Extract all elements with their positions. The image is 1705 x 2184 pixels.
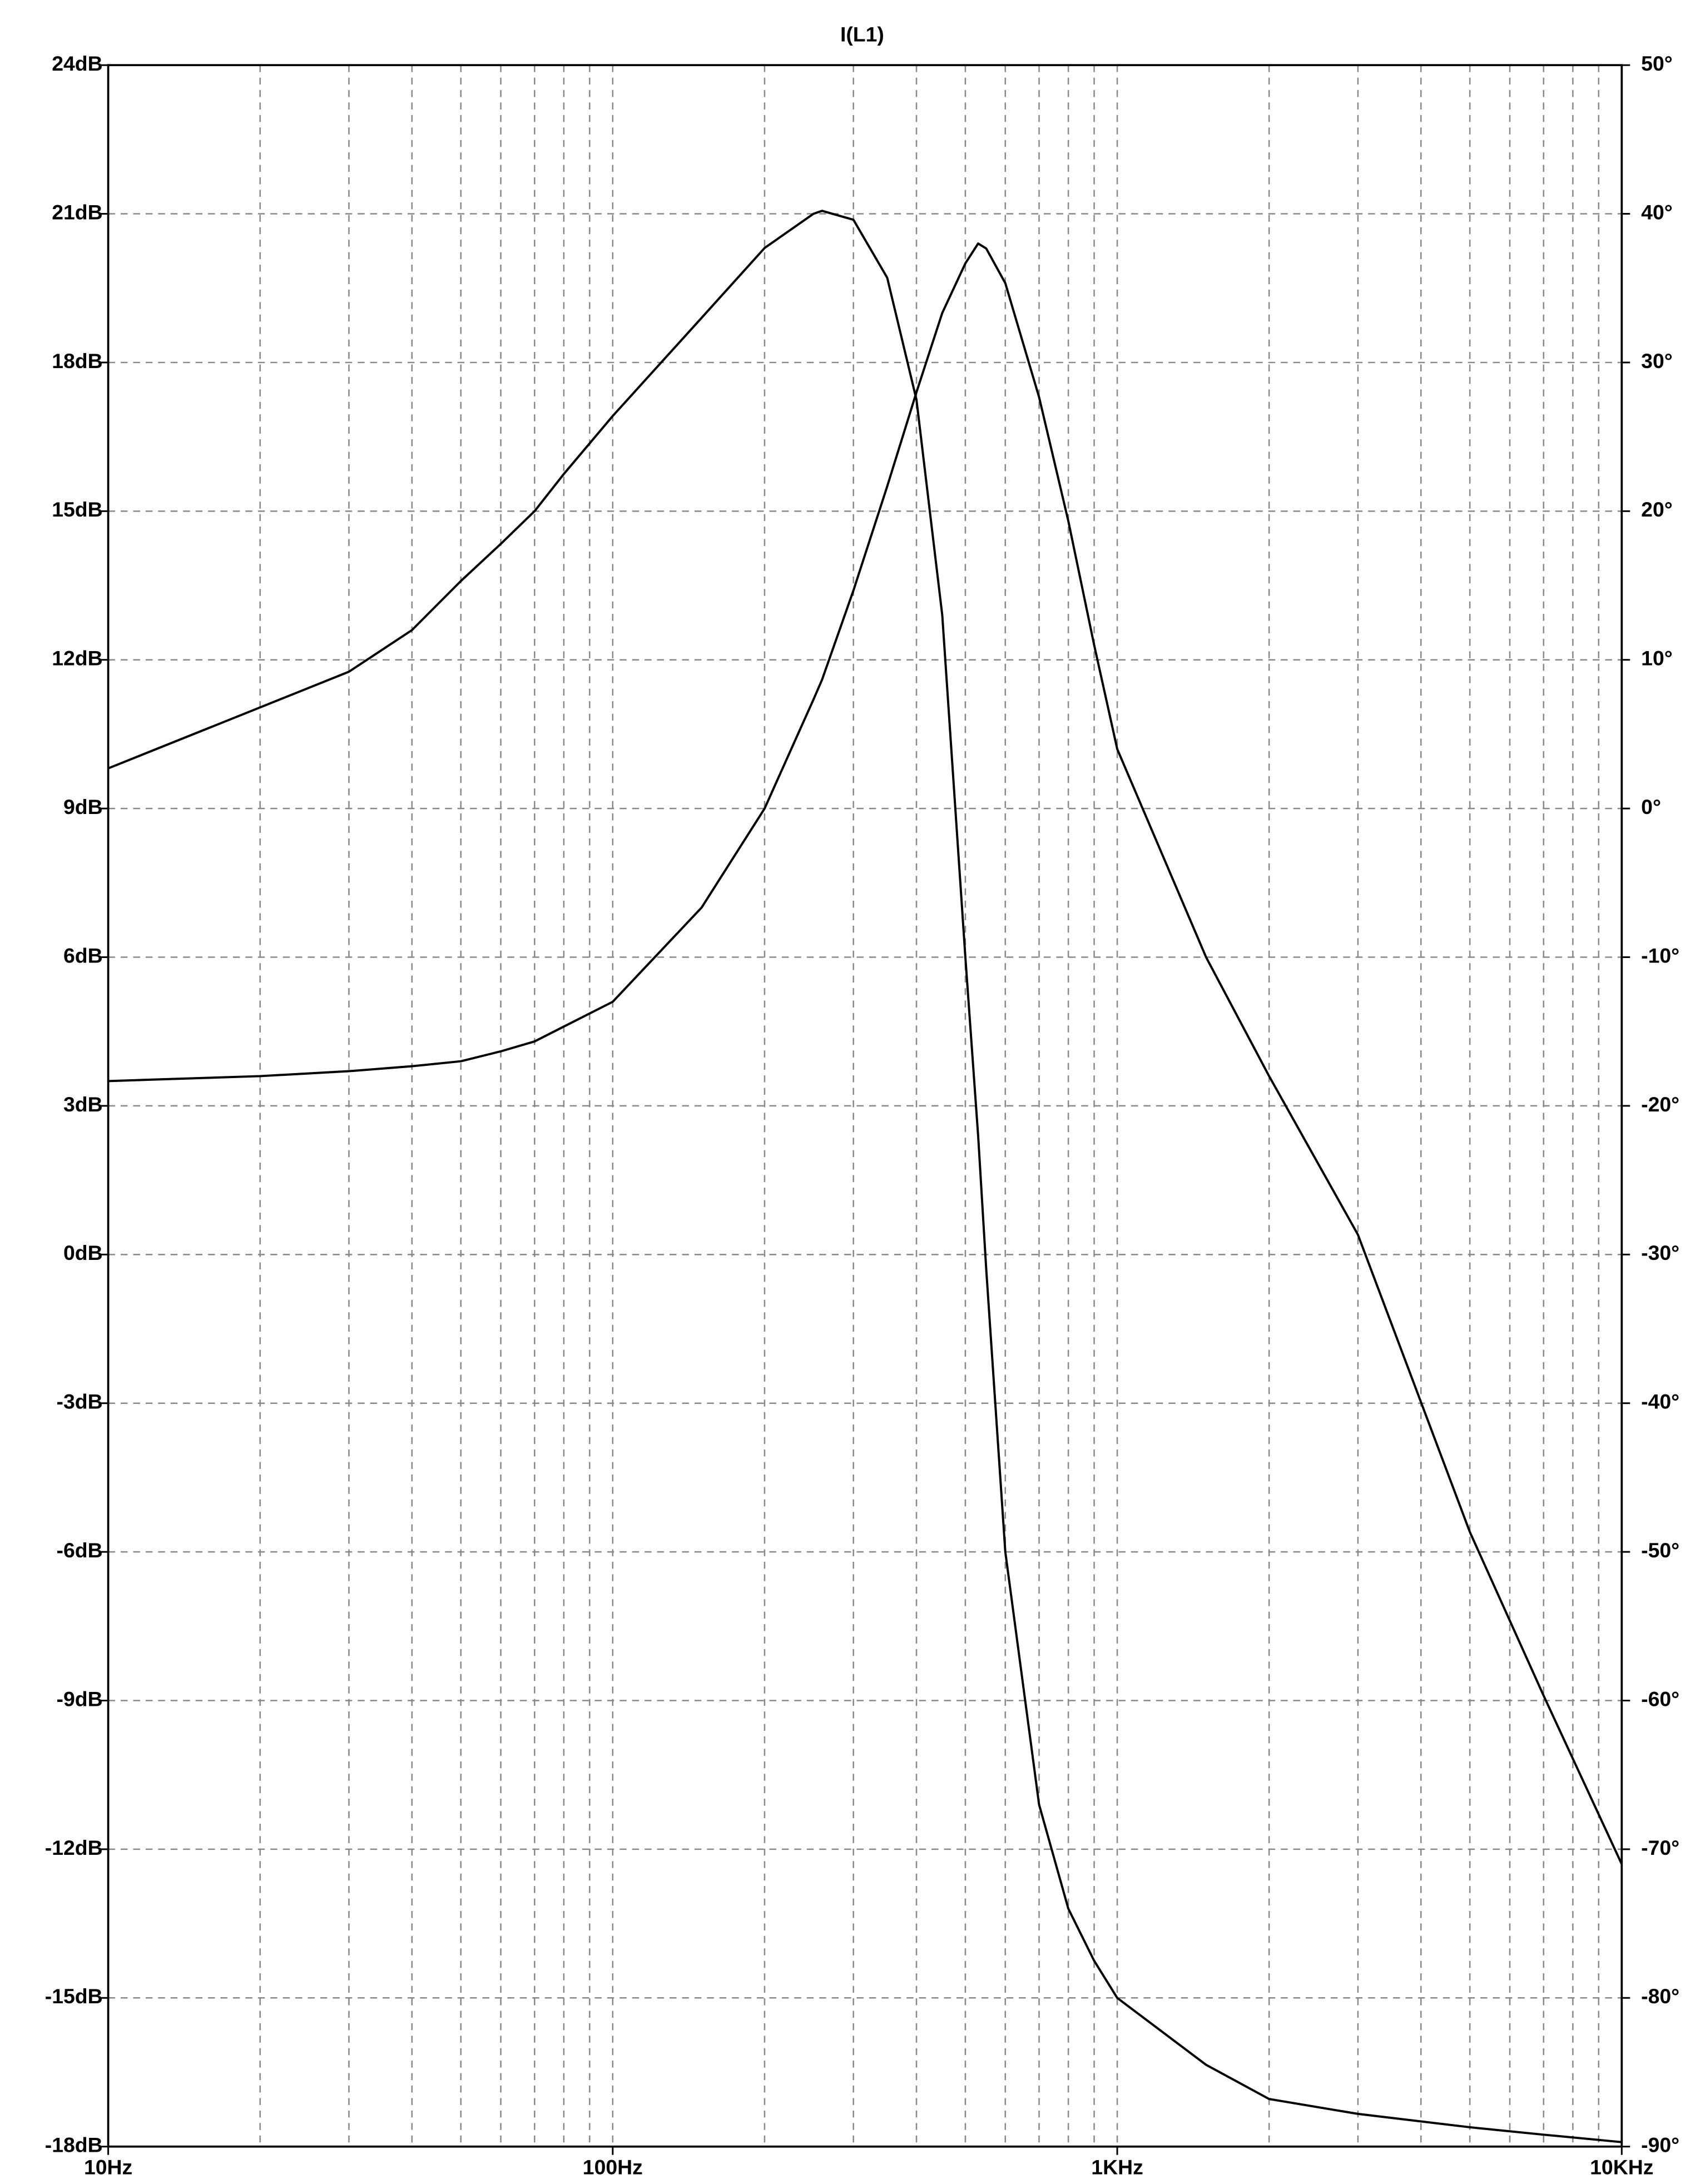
y-tick-label: 0dB [63,1241,103,1264]
x-tick-label: 100Hz [583,2155,643,2178]
grid [107,64,1623,2147]
y-tick-label: -12dB [45,1836,103,1859]
y-tick-label: 24dB [52,52,102,75]
x-tick-label: 1KHz [1091,2155,1143,2178]
y-tick-label: 9dB [63,795,103,818]
y2-tick-label: -20° [1641,1093,1679,1116]
y-tick-label: -6dB [57,1538,103,1562]
y-tick-label: 6dB [63,944,103,967]
y2-tick-label: -30° [1641,1241,1679,1264]
y-tick-label: 18dB [52,349,102,373]
y2-tick-label: -70° [1641,1836,1679,1859]
y2-tick-label: -60° [1641,1687,1679,1710]
y-tick-label: -3dB [57,1390,103,1413]
x-tick-label: 10Hz [84,2155,132,2178]
y2-tick-label: 0° [1641,795,1661,818]
y2-tick-label: 40° [1641,200,1673,224]
y-tick-label: 21dB [52,200,102,224]
y-tick-label: -18dB [45,2133,103,2157]
x-tick-label: 10KHz [1590,2155,1653,2178]
y2-tick-label: -50° [1641,1538,1679,1562]
y2-tick-label: 30° [1641,349,1673,373]
y2-tick-label: -80° [1641,1984,1679,2008]
y-tick-label: -9dB [57,1687,103,1710]
chart-title: I(L1) [840,23,884,46]
y-tick-label: 3dB [63,1093,103,1116]
y2-tick-label: -10° [1641,944,1679,967]
y-tick-label: 12dB [52,647,102,670]
y2-tick-label: 50° [1641,52,1673,75]
series-line [108,242,1623,1865]
y2-tick-label: -40° [1641,1390,1679,1413]
y2-tick-label: 20° [1641,498,1673,521]
series-line [107,210,1622,2143]
y-tick-label: 15dB [52,498,102,521]
y-tick-label: -15dB [45,1984,103,2008]
y2-tick-label: -90° [1641,2133,1679,2157]
y2-tick-label: 10° [1641,647,1673,670]
